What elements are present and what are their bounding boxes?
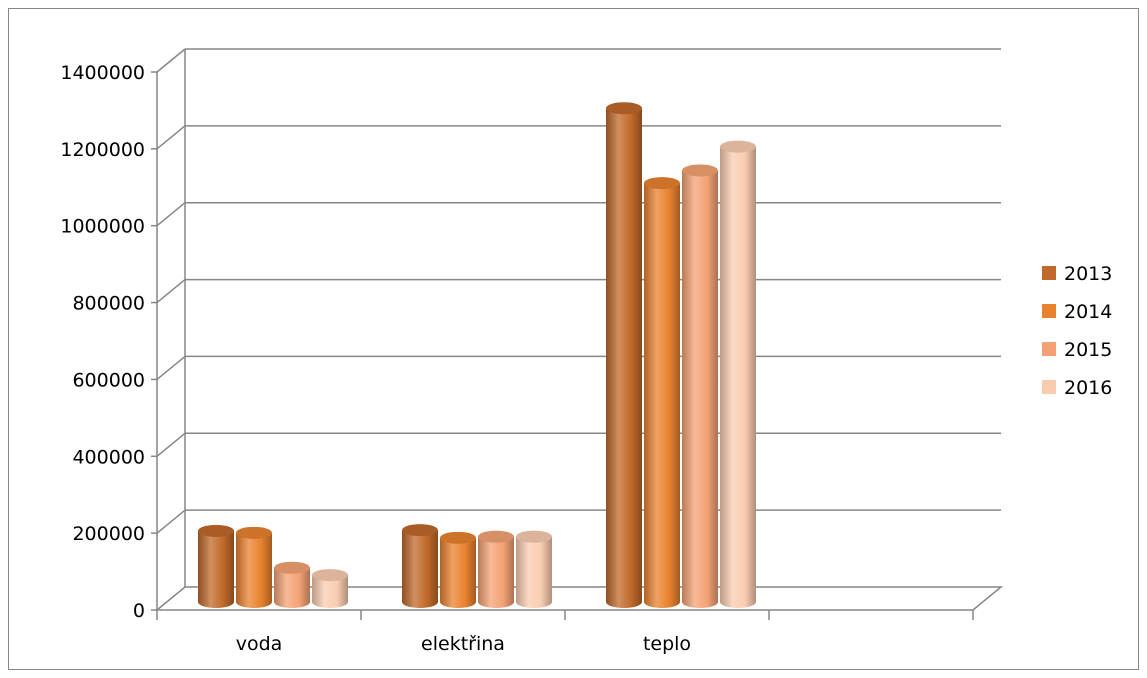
gridlines [156, 48, 1001, 534]
bar [402, 524, 438, 608]
y-tick-label: 1400000 [60, 62, 145, 84]
x-tick-label: teplo [643, 633, 691, 655]
bar [682, 164, 718, 608]
chart-walls [154, 49, 1004, 611]
bar [274, 561, 310, 608]
gridline-side [156, 125, 186, 150]
y-tick-label: 0 [133, 600, 145, 622]
bar [516, 530, 552, 608]
bar-body [682, 170, 718, 608]
bar-body [198, 530, 234, 608]
bar [478, 530, 514, 608]
bar-top [682, 164, 718, 177]
legend-label: 2015 [1064, 339, 1112, 361]
bar [198, 524, 234, 608]
y-axis-ticks: 0 200000 400000 600000 800000 1000000 1200000 1… [60, 62, 157, 622]
y-tick-label: 1200000 [60, 139, 145, 161]
bar-body [720, 146, 756, 608]
chart-frame [8, 8, 1139, 670]
y-tick-label: 400000 [72, 446, 145, 468]
bar-top [274, 561, 310, 574]
y-tick-label: 800000 [72, 293, 145, 315]
x-tick-label: elektřina [421, 633, 505, 655]
bar-top [402, 524, 438, 537]
y-tick-label: 200000 [72, 523, 145, 545]
bar [644, 177, 680, 608]
bar-body [236, 532, 272, 608]
x-tick-label: voda [236, 633, 283, 655]
bar [720, 140, 756, 608]
bar-body [606, 108, 642, 608]
bar [236, 526, 272, 608]
bar-top [198, 524, 234, 537]
y-tick-label: 1000000 [60, 216, 145, 238]
legend-swatch [1042, 342, 1056, 356]
bar-body [440, 537, 476, 608]
bar-body [312, 575, 348, 608]
legend-swatch [1042, 266, 1056, 280]
bar-top [236, 526, 272, 539]
legend-label: 2016 [1064, 377, 1112, 399]
gridline-side [156, 355, 186, 381]
y-tick-label: 600000 [72, 369, 145, 391]
bar [312, 569, 348, 608]
bar-top [644, 177, 680, 190]
bar-top [516, 530, 552, 543]
bar-body [644, 183, 680, 608]
bar [440, 531, 476, 608]
gridline-side [156, 48, 186, 73]
legend-label: 2013 [1064, 263, 1112, 285]
bar-top [606, 102, 642, 115]
floor [154, 586, 1004, 611]
gridline-side [156, 278, 186, 304]
bar-body [274, 567, 310, 608]
x-axis-ticks: voda elektřina teplo [156, 610, 974, 655]
bar-body [402, 530, 438, 608]
gridline-side [156, 202, 186, 227]
bars [198, 102, 756, 608]
legend-label: 2014 [1064, 301, 1112, 323]
bar-body [516, 536, 552, 608]
legend-swatch [1042, 380, 1056, 394]
bar-top [478, 530, 514, 543]
bar-top [440, 531, 476, 544]
bar-top [312, 569, 348, 582]
bar [606, 102, 642, 608]
gridline-side [156, 509, 186, 534]
legend-swatch [1042, 304, 1056, 318]
bar-body [478, 536, 514, 608]
legend: 2013 2014 2015 2016 [1042, 263, 1112, 399]
gridline-side [156, 432, 186, 457]
bar-top [720, 140, 756, 153]
